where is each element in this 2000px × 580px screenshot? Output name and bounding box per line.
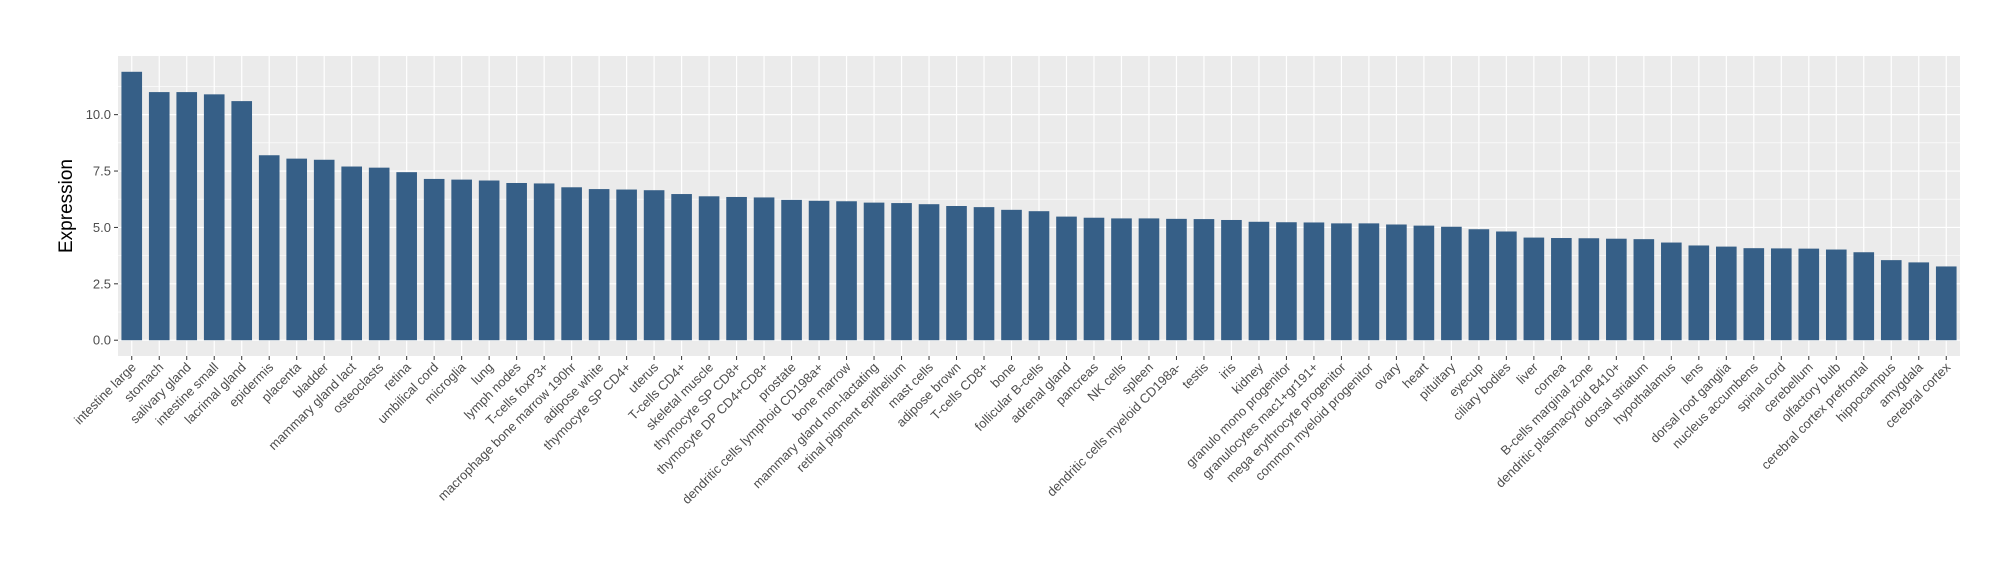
bar bbox=[863, 202, 885, 341]
bar bbox=[1441, 226, 1462, 341]
bar bbox=[341, 166, 362, 341]
y-tick-label: 10.0 bbox=[86, 107, 111, 122]
bar bbox=[1166, 218, 1187, 341]
bar bbox=[1633, 239, 1655, 341]
bar bbox=[313, 159, 335, 341]
bar bbox=[698, 196, 720, 341]
bar bbox=[533, 183, 555, 341]
bar bbox=[1496, 231, 1517, 341]
bars bbox=[121, 71, 1957, 341]
bar bbox=[396, 172, 417, 341]
bar bbox=[1798, 248, 1820, 341]
bar bbox=[1276, 222, 1297, 341]
bar bbox=[1880, 260, 1902, 341]
bar bbox=[1001, 209, 1022, 341]
bar bbox=[1221, 219, 1242, 341]
bar bbox=[451, 179, 472, 341]
bar bbox=[1606, 238, 1627, 341]
bar bbox=[891, 203, 912, 341]
bar bbox=[946, 206, 967, 341]
y-axis-ticks: 0.0 2.5 5.0 7.5 10.0 bbox=[86, 107, 118, 348]
bar bbox=[1688, 245, 1710, 341]
bar bbox=[1743, 248, 1765, 341]
bar bbox=[1083, 217, 1105, 341]
bar bbox=[1413, 225, 1435, 341]
bar bbox=[973, 207, 995, 341]
bar bbox=[1028, 211, 1050, 341]
bar bbox=[1303, 222, 1325, 341]
bar bbox=[1661, 242, 1682, 341]
bar bbox=[1935, 266, 1957, 341]
bar bbox=[1386, 224, 1407, 341]
bar bbox=[1523, 237, 1545, 341]
bar bbox=[836, 201, 857, 341]
bar bbox=[1138, 218, 1160, 341]
bar bbox=[1248, 221, 1270, 341]
bar bbox=[506, 182, 527, 341]
x-tick-label: ovary bbox=[1370, 359, 1403, 392]
bar bbox=[1853, 252, 1875, 341]
bar bbox=[1111, 218, 1132, 341]
y-tick-label: 0.0 bbox=[93, 333, 111, 348]
x-tick-label: granulocytes mac1+gr191+ bbox=[1199, 360, 1321, 482]
bar bbox=[1908, 262, 1930, 341]
bar bbox=[176, 92, 198, 341]
bar bbox=[1716, 246, 1737, 341]
bar bbox=[726, 196, 747, 341]
bar bbox=[1825, 249, 1847, 341]
bar bbox=[1331, 223, 1352, 341]
bar bbox=[808, 200, 830, 341]
bar bbox=[1551, 238, 1572, 341]
bar bbox=[286, 158, 308, 341]
y-tick-label: 5.0 bbox=[93, 220, 111, 235]
bar bbox=[1358, 223, 1380, 341]
y-axis-title: Expression bbox=[56, 159, 77, 253]
bar bbox=[671, 194, 692, 341]
bar bbox=[368, 167, 390, 341]
y-tick-label: 7.5 bbox=[93, 164, 111, 179]
y-tick-label: 2.5 bbox=[93, 276, 111, 291]
bar bbox=[258, 155, 280, 341]
bar bbox=[753, 197, 775, 341]
bar bbox=[616, 189, 637, 341]
bar bbox=[918, 204, 940, 341]
bar bbox=[561, 187, 582, 341]
bar bbox=[121, 71, 143, 341]
bar bbox=[423, 178, 445, 341]
bar bbox=[478, 180, 500, 341]
bar bbox=[781, 199, 802, 341]
bar bbox=[1468, 229, 1490, 341]
bar bbox=[588, 189, 610, 341]
bar bbox=[148, 92, 170, 341]
bar bbox=[1193, 219, 1215, 341]
x-tick-label: testis bbox=[1179, 359, 1211, 391]
bar bbox=[1578, 238, 1600, 341]
bar bbox=[643, 190, 665, 341]
bar bbox=[203, 94, 225, 341]
bar bbox=[231, 101, 253, 341]
bar bbox=[1770, 248, 1792, 341]
bar bbox=[1056, 216, 1077, 341]
